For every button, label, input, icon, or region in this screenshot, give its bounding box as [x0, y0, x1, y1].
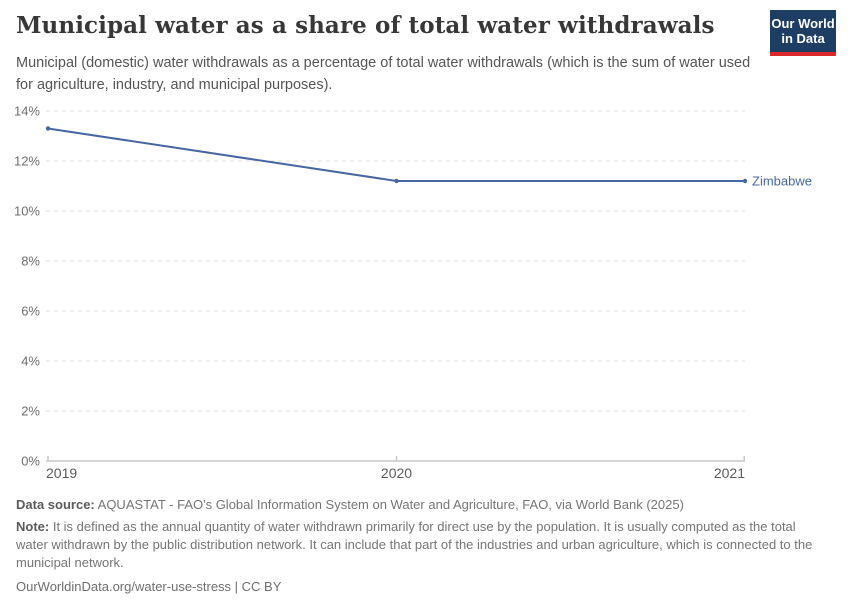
owid-logo-line1: Our World [771, 16, 835, 31]
y-tick-label: 10% [14, 204, 40, 219]
credit-line[interactable]: OurWorldinData.org/water-use-stress | CC… [16, 579, 282, 594]
y-tick-label: 0% [21, 454, 40, 469]
x-tick-label: 2019 [46, 465, 77, 481]
x-tick-label: 2021 [714, 465, 745, 481]
owid-logo[interactable]: Our World in Data [770, 10, 836, 56]
x-tick-label: 2020 [381, 465, 412, 481]
y-tick-label: 8% [21, 254, 40, 269]
chart-subtitle: Municipal (domestic) water withdrawals a… [16, 55, 751, 93]
y-tick-label: 4% [21, 354, 40, 369]
y-tick-label: 12% [14, 154, 40, 169]
series-end-label[interactable]: Zimbabwe [752, 174, 812, 189]
data-source-label: Data source: [16, 497, 95, 512]
line-chart: 0% 2% 4% 6% 8% 10% 12% 14% 2019 2020 2021 Zimbabwe [14, 104, 812, 482]
data-source-text: AQUASTAT - FAO's Global Information Syst… [94, 497, 684, 512]
y-tick-label: 2% [21, 404, 40, 419]
data-point[interactable] [742, 178, 748, 184]
data-source-line: Data source: AQUASTAT - FAO's Global Inf… [16, 496, 828, 513]
data-point[interactable] [45, 126, 51, 131]
note-text: It is defined as the annual quantity of … [16, 519, 813, 570]
owid-logo-line2: in Data [781, 31, 825, 46]
series-line-zimbabwe[interactable] [47, 127, 745, 182]
y-tick-label: 6% [21, 304, 40, 319]
data-point[interactable] [394, 178, 399, 184]
note-line: Note: It is defined as the annual quanti… [16, 518, 828, 572]
y-tick-label: 14% [14, 104, 40, 119]
chart-footer: Data source: AQUASTAT - FAO's Global Inf… [16, 496, 828, 595]
page-title: Municipal water as a share of total wate… [16, 12, 715, 39]
note-label: Note: [16, 519, 50, 534]
